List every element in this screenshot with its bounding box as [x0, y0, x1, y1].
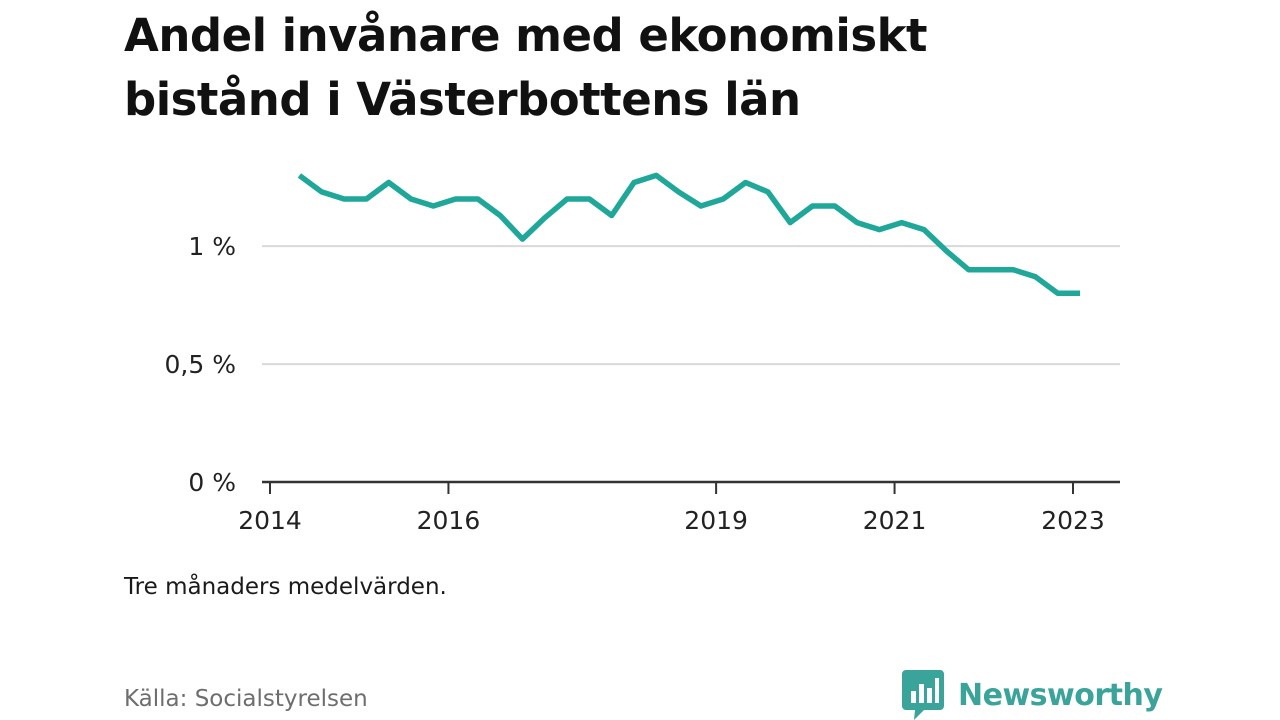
gridlines	[262, 245, 1120, 366]
chart-note: Tre månaders medelvärden.	[124, 574, 447, 600]
series-layer	[297, 172, 1081, 297]
x-tick-label: 2021	[863, 506, 927, 535]
x-tick-label: 2016	[417, 506, 481, 535]
y-tick-label: 0,5 %	[165, 350, 236, 379]
bar-chart-speech-bubble-icon	[902, 670, 944, 720]
chart-title: Andel invånare med ekonomiskt bistånd i …	[124, 9, 928, 126]
x-tick-label: 2023	[1041, 506, 1105, 535]
y-axis-ticks: 0 % 0,5 % 1 %	[165, 232, 236, 497]
x-axis: 2014 2016 2019 2021 2023	[238, 480, 1120, 535]
series-line	[297, 172, 1081, 297]
y-tick-label: 0 %	[188, 468, 236, 497]
line-chart: 0 % 0,5 % 1 % 2014 2016 2019 2021 2023	[165, 172, 1120, 535]
x-tick-label: 2014	[238, 506, 302, 535]
brand-logo: Newsworthy	[902, 670, 1163, 720]
source-credit: Källa: Socialstyrelsen	[124, 686, 368, 712]
x-tick-label: 2019	[684, 506, 748, 535]
y-tick-label: 1 %	[188, 232, 236, 261]
brand-name: Newsworthy	[958, 677, 1163, 713]
